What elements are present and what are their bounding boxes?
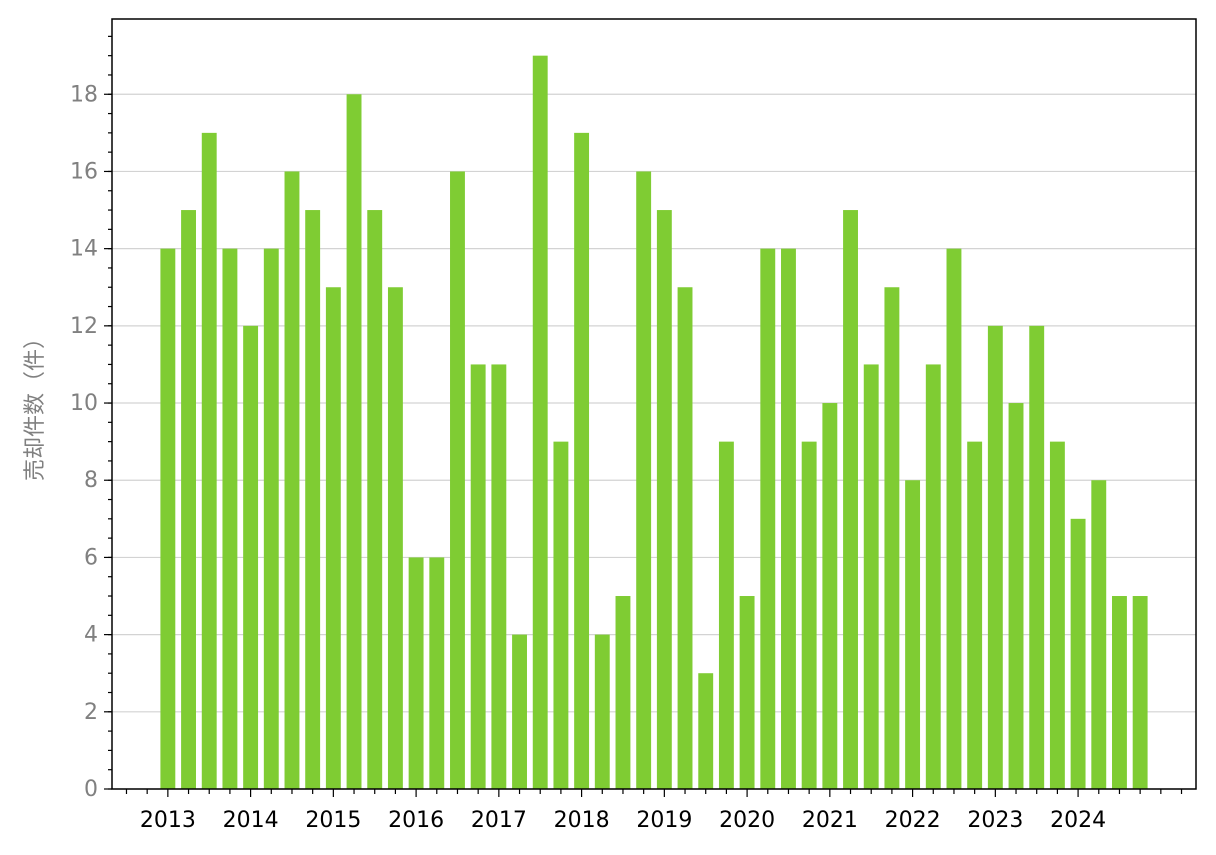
bar bbox=[884, 287, 900, 789]
x-tick-label: 2024 bbox=[1050, 808, 1106, 833]
bar bbox=[760, 248, 776, 790]
bar bbox=[408, 557, 424, 789]
y-tick-label: 14 bbox=[70, 237, 98, 262]
y-tick-label: 8 bbox=[84, 468, 98, 493]
bar bbox=[739, 596, 755, 789]
x-tick-label: 2018 bbox=[554, 808, 610, 833]
x-tick-label: 2015 bbox=[305, 808, 361, 833]
bar bbox=[698, 673, 714, 789]
bar bbox=[967, 441, 983, 789]
y-tick-label: 2 bbox=[84, 700, 98, 725]
bar bbox=[1132, 596, 1148, 789]
x-tick-label: 2021 bbox=[802, 808, 858, 833]
bar bbox=[863, 364, 879, 789]
bar bbox=[243, 325, 259, 789]
bar bbox=[470, 364, 486, 789]
bar bbox=[987, 325, 1003, 789]
bar bbox=[325, 287, 341, 789]
bar bbox=[636, 171, 652, 789]
plot-frame bbox=[111, 18, 1197, 790]
y-tick-label: 0 bbox=[84, 777, 98, 802]
bar bbox=[284, 171, 300, 789]
bar bbox=[801, 441, 817, 789]
bar bbox=[781, 248, 796, 790]
bar bbox=[201, 132, 217, 790]
bar bbox=[532, 55, 548, 789]
bar bbox=[450, 171, 465, 789]
bar bbox=[263, 248, 279, 790]
bar bbox=[718, 441, 734, 789]
x-tick-label: 2016 bbox=[388, 808, 444, 833]
bar bbox=[574, 132, 590, 790]
bar bbox=[843, 210, 858, 790]
x-tick-label: 2013 bbox=[140, 808, 196, 833]
bar bbox=[160, 248, 176, 790]
x-tick-label: 2014 bbox=[223, 808, 279, 833]
y-tick-label: 18 bbox=[70, 82, 98, 107]
bar bbox=[305, 210, 321, 790]
bar bbox=[1029, 325, 1045, 789]
x-tick-label: 2020 bbox=[719, 808, 775, 833]
bar bbox=[946, 248, 962, 790]
bar bbox=[367, 210, 383, 790]
bar bbox=[1049, 441, 1065, 789]
bar bbox=[346, 94, 362, 789]
bar bbox=[222, 248, 238, 790]
bar bbox=[1112, 596, 1127, 789]
bar bbox=[512, 634, 527, 789]
bar bbox=[553, 441, 569, 789]
y-tick-label: 12 bbox=[70, 314, 98, 339]
y-tick-label: 6 bbox=[84, 545, 98, 570]
bar bbox=[594, 634, 610, 789]
bar bbox=[1008, 403, 1024, 789]
bar bbox=[491, 364, 507, 789]
y-axis-label: 売却件数（件） bbox=[23, 327, 48, 481]
x-tick-label: 2022 bbox=[885, 808, 941, 833]
bar bbox=[656, 210, 672, 790]
bar bbox=[905, 480, 921, 789]
y-tick-label: 10 bbox=[70, 391, 98, 416]
bar bbox=[615, 596, 631, 789]
bar bbox=[822, 403, 838, 789]
y-tick-label: 16 bbox=[70, 159, 98, 184]
x-tick-label: 2019 bbox=[636, 808, 692, 833]
bar bbox=[1070, 518, 1086, 789]
bar bbox=[1091, 480, 1107, 789]
bar bbox=[677, 287, 693, 789]
y-tick-label: 4 bbox=[84, 623, 98, 648]
bar bbox=[429, 557, 445, 789]
x-tick-label: 2017 bbox=[471, 808, 527, 833]
bar bbox=[387, 287, 403, 789]
x-tick-label: 2023 bbox=[967, 808, 1023, 833]
bar bbox=[925, 364, 941, 789]
bar bbox=[181, 210, 196, 790]
